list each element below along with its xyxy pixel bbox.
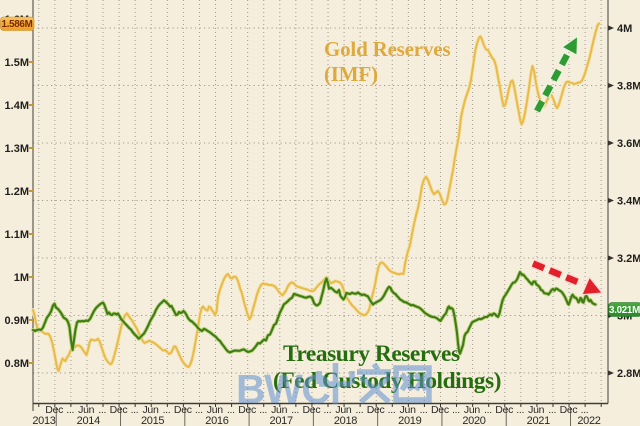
- svg-text:...: ...: [259, 404, 267, 416]
- svg-text:Dec: Dec: [303, 404, 321, 416]
- svg-text:...: ...: [548, 404, 556, 416]
- svg-text:...: ...: [291, 404, 299, 416]
- svg-text:Jun: Jun: [78, 404, 94, 416]
- svg-text:1.2M: 1.2M: [5, 186, 29, 198]
- svg-text:3.2M: 3.2M: [617, 253, 640, 265]
- svg-text:2016: 2016: [205, 415, 228, 426]
- svg-text:...: ...: [131, 404, 139, 416]
- svg-text:...: ...: [355, 404, 363, 416]
- svg-text:2017: 2017: [270, 415, 293, 426]
- svg-text:...: ...: [452, 404, 460, 416]
- svg-text:Gold Reserves: Gold Reserves: [324, 37, 450, 61]
- svg-text:Dec: Dec: [45, 404, 63, 416]
- svg-text:Jun: Jun: [335, 404, 351, 416]
- svg-text:Jun: Jun: [464, 404, 480, 416]
- svg-text:Jun: Jun: [528, 404, 544, 416]
- svg-text:...: ...: [516, 404, 524, 416]
- svg-text:Jun: Jun: [207, 404, 223, 416]
- svg-text:2013: 2013: [32, 415, 55, 426]
- svg-text:Jun: Jun: [142, 404, 158, 416]
- svg-text:1.5M: 1.5M: [5, 57, 29, 69]
- svg-text:Dec: Dec: [110, 404, 128, 416]
- svg-text:...: ...: [484, 404, 492, 416]
- svg-text:1.3M: 1.3M: [5, 143, 29, 155]
- svg-text:1.586M: 1.586M: [2, 19, 33, 30]
- svg-text:3.021M: 3.021M: [609, 305, 640, 316]
- svg-text:1.1M: 1.1M: [5, 229, 29, 241]
- svg-text:Dec: Dec: [560, 404, 578, 416]
- svg-text:3.6M: 3.6M: [617, 138, 640, 150]
- svg-text:...: ...: [420, 404, 428, 416]
- svg-text:2021: 2021: [527, 415, 550, 426]
- svg-text:...: ...: [163, 404, 171, 416]
- svg-text:...: ...: [227, 404, 235, 416]
- svg-text:BWC: BWC: [236, 366, 330, 412]
- svg-text:(IMF): (IMF): [324, 62, 378, 86]
- svg-text:2018: 2018: [334, 415, 357, 426]
- svg-text:Jun: Jun: [271, 404, 287, 416]
- svg-text:...: ...: [323, 404, 331, 416]
- svg-text:0.8M: 0.8M: [5, 358, 29, 370]
- svg-text:4M: 4M: [617, 23, 632, 35]
- svg-text:...: ...: [388, 404, 396, 416]
- svg-text:Dec: Dec: [495, 404, 513, 416]
- svg-text:1M: 1M: [14, 272, 29, 284]
- svg-text:3.8M: 3.8M: [617, 81, 640, 93]
- svg-text:3.4M: 3.4M: [617, 196, 640, 208]
- svg-text:Jun: Jun: [400, 404, 416, 416]
- svg-text:Dec: Dec: [367, 404, 385, 416]
- svg-text:...: ...: [66, 404, 74, 416]
- svg-text:...: ...: [581, 404, 589, 416]
- svg-text:2.8M: 2.8M: [617, 368, 640, 380]
- svg-text:2020: 2020: [462, 415, 485, 426]
- svg-text:Treasury Reserves: Treasury Reserves: [283, 341, 460, 367]
- svg-text:...: ...: [98, 404, 106, 416]
- svg-text:Dec: Dec: [238, 404, 256, 416]
- svg-text:2019: 2019: [398, 415, 421, 426]
- svg-text:2022: 2022: [577, 415, 600, 426]
- svg-text:Dec: Dec: [174, 404, 192, 416]
- svg-text:1.4M: 1.4M: [5, 100, 29, 112]
- svg-text:Dec: Dec: [431, 404, 449, 416]
- svg-text:0.9M: 0.9M: [5, 315, 29, 327]
- svg-text:2014: 2014: [77, 415, 100, 426]
- svg-text:2015: 2015: [141, 415, 164, 426]
- svg-text:...: ...: [195, 404, 203, 416]
